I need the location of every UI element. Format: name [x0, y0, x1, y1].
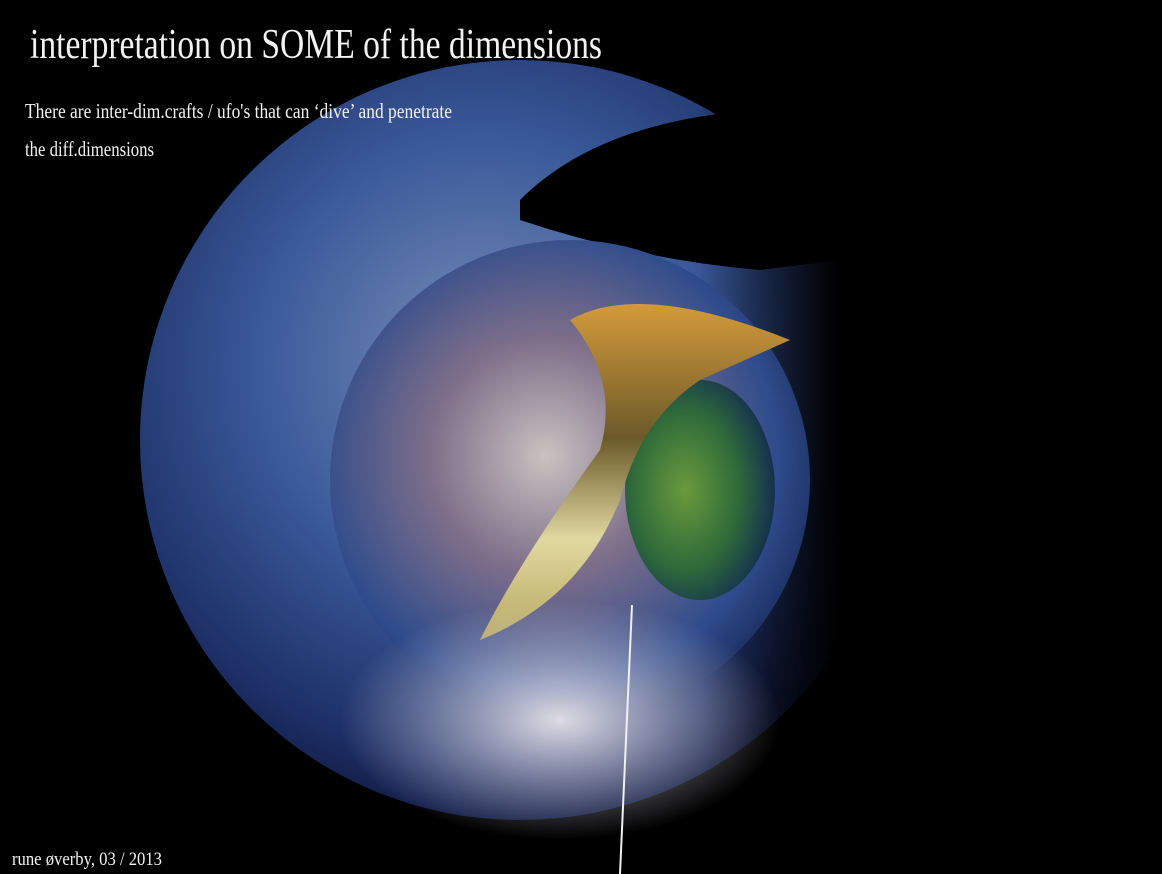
fog-cloud [340, 600, 780, 840]
dark-shape [520, 110, 844, 270]
credit: rune øverby, 03 / 2013 [12, 849, 162, 870]
inner-earth [625, 380, 775, 600]
caption-line: the diff.dimensions [25, 137, 154, 161]
caption-line: There are inter-dim.crafts / ufo's that … [25, 99, 452, 123]
torn-strip [480, 304, 790, 640]
craft-trail [619, 604, 633, 874]
title: interpretation on SOME of the dimensions [30, 22, 602, 68]
